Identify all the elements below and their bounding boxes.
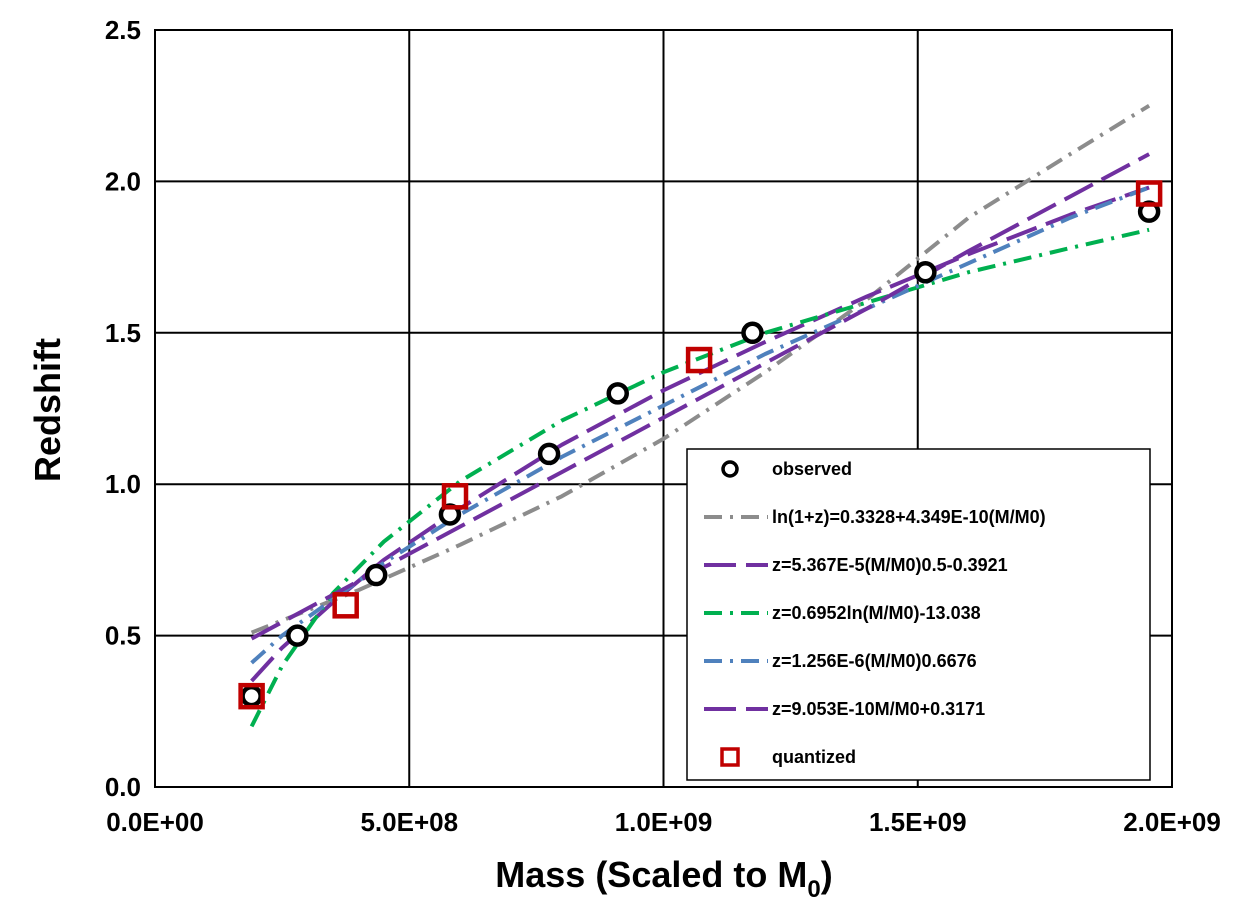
observed-point bbox=[606, 382, 629, 405]
x-tick-label: 1.5E+09 bbox=[869, 807, 967, 837]
y-tick-label: 1.5 bbox=[105, 318, 141, 348]
x-axis-title-main: Mass (Scaled to M bbox=[495, 854, 807, 895]
legend-swatch bbox=[721, 460, 739, 478]
x-tick-label: 1.0E+09 bbox=[615, 807, 713, 837]
quantized-point bbox=[332, 592, 359, 619]
legend-label: ln(1+z)=0.3328+4.349E-10(M/M0) bbox=[772, 507, 1046, 527]
legend-entry: observed bbox=[721, 459, 852, 479]
series-1-ln-1-z-0-3328-4-349e-10-m-m0 bbox=[250, 103, 1151, 635]
y-tick-label: 0.5 bbox=[105, 621, 141, 651]
y-tick-label: 1.0 bbox=[105, 469, 141, 499]
observed-point bbox=[364, 563, 388, 587]
x-axis-title: Mass (Scaled to M0) bbox=[495, 854, 832, 903]
legend-label: z=5.367E-5(M/M0)0.5-0.3921 bbox=[772, 555, 1008, 575]
series-6-quantized-markers bbox=[238, 180, 1163, 710]
legend-entry: z=1.256E-6(M/M0)0.6676 bbox=[704, 651, 977, 671]
observed-point bbox=[240, 684, 263, 708]
y-tick-label: 2.5 bbox=[105, 15, 141, 45]
legend-entry: z=9.053E-10M/M0+0.3171 bbox=[704, 699, 985, 719]
observed-point bbox=[914, 260, 937, 284]
quantized-point bbox=[685, 346, 713, 374]
legend-entry: quantized bbox=[720, 747, 856, 767]
quantized-point bbox=[238, 682, 265, 710]
series-5-z-9-053e-10m-m0-0-3171 bbox=[250, 152, 1151, 641]
series-0-observed-markers bbox=[240, 200, 1161, 708]
x-tick-label: 2.0E+09 bbox=[1123, 807, 1221, 837]
observed-point bbox=[537, 442, 561, 466]
x-tick-label: 0.0E+00 bbox=[106, 807, 204, 837]
observed-point bbox=[741, 321, 764, 345]
legend-label: quantized bbox=[772, 747, 856, 767]
legend-swatch bbox=[720, 747, 740, 767]
legend-label: z=9.053E-10M/M0+0.3171 bbox=[772, 699, 985, 719]
legend-label: observed bbox=[772, 459, 852, 479]
legend-box bbox=[686, 448, 1151, 781]
series-line bbox=[249, 227, 1150, 728]
legend-entry: ln(1+z)=0.3328+4.349E-10(M/M0) bbox=[704, 507, 1046, 527]
legend: observed ln(1+z)=0.3328+4.349E-10(M/M0) z=… bbox=[686, 448, 1151, 781]
plot-series bbox=[238, 103, 1163, 728]
legend-label: z=1.256E-6(M/M0)0.6676 bbox=[772, 651, 977, 671]
x-axis-title-subscript: 0 bbox=[807, 876, 820, 903]
series-3-z-0-6952ln-m-m0-13-038 bbox=[249, 227, 1150, 728]
series-2-z-5-367e-5-m-m0-0-5-0-3921 bbox=[250, 185, 1150, 683]
quantized-point bbox=[1135, 180, 1163, 207]
series-4-z-1-256e-6-m-m0-0-6676 bbox=[250, 185, 1150, 665]
series-line bbox=[250, 152, 1151, 641]
series-line bbox=[250, 185, 1150, 683]
legend-label: z=0.6952ln(M/M0)-13.038 bbox=[772, 603, 981, 623]
legend-entry: z=0.6952ln(M/M0)-13.038 bbox=[704, 603, 981, 623]
series-line bbox=[250, 103, 1151, 635]
y-tick-label: 0.0 bbox=[105, 772, 141, 802]
y-axis-title: Redshift bbox=[27, 338, 68, 482]
x-tick-label: 5.0E+08 bbox=[360, 807, 458, 837]
legend-entry: z=5.367E-5(M/M0)0.5-0.3921 bbox=[704, 555, 1008, 575]
observed-point bbox=[286, 624, 309, 647]
series-line bbox=[250, 185, 1150, 665]
quantized-point bbox=[441, 483, 469, 510]
y-axis-ticks: 0.0 0.5 1.0 1.5 2.0 2.5 bbox=[105, 15, 141, 802]
x-axis-ticks: 0.0E+00 5.0E+08 1.0E+09 1.5E+09 2.0E+09 bbox=[106, 807, 1221, 837]
y-tick-label: 2.0 bbox=[105, 166, 141, 196]
x-axis-title-close: ) bbox=[821, 854, 833, 895]
